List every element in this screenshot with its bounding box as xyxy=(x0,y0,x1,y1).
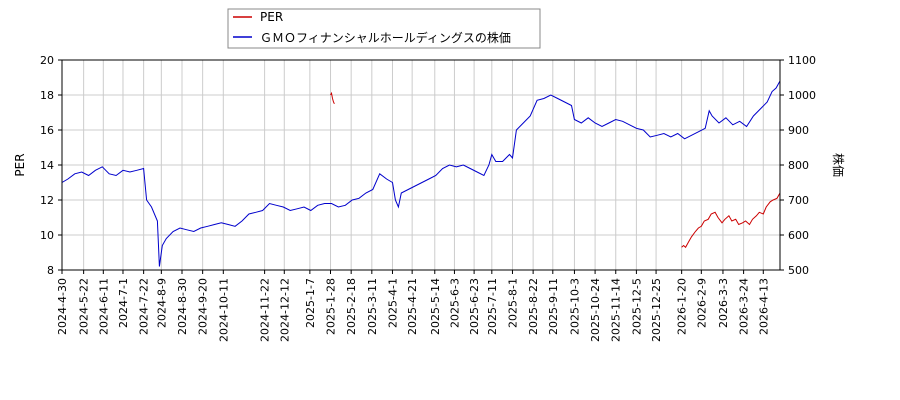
x-tick-label: 2025-1-28 xyxy=(325,278,338,335)
x-tick-label: 2026-1-20 xyxy=(676,278,689,335)
legend-box xyxy=(227,8,541,49)
per-line xyxy=(681,192,781,249)
right-tick-label: 1000 xyxy=(788,89,816,102)
x-tick-label: 2025-4-21 xyxy=(406,278,419,335)
x-tick-label: 2025-12-25 xyxy=(650,278,663,342)
legend: PER ＧＭＯフィナンシャルホールディングスの株価 xyxy=(227,8,541,49)
x-tick-label: 2026-3-3 xyxy=(717,278,730,328)
x-tick-label: 2025-12-5 xyxy=(630,278,643,335)
x-axis-ticks: 2024-4-30 2024-5-22 2024-6-11 2024-7-1 2024-… xyxy=(56,270,770,342)
right-tick-label: 700 xyxy=(788,194,809,207)
left-tick-label: 8 xyxy=(47,264,54,277)
x-tick-label: 2025-4-1 xyxy=(386,278,399,328)
right-axis-label: 株価 xyxy=(831,153,846,177)
right-tick-label: 600 xyxy=(788,229,809,242)
x-tick-label: 2026-2-9 xyxy=(695,278,708,328)
x-tick-label: 2024-8-9 xyxy=(155,278,168,328)
legend-label-price: ＧＭＯフィナンシャルホールディングスの株価 xyxy=(260,30,511,45)
right-tick-label: 900 xyxy=(788,124,809,137)
right-tick-label: 500 xyxy=(788,264,809,277)
x-tick-label: 2026-4-13 xyxy=(757,278,770,335)
x-tick-label: 2024-8-30 xyxy=(176,278,189,335)
x-tick-label: 2025-1-7 xyxy=(304,278,317,328)
x-tick-label: 2025-11-14 xyxy=(610,278,623,342)
x-tick-label: 2024-9-20 xyxy=(197,278,210,335)
x-tick-label: 2026-3-24 xyxy=(738,278,751,335)
x-tick-label: 2024-5-22 xyxy=(78,278,91,335)
x-tick-label: 2025-8-22 xyxy=(527,278,540,335)
legend-label-per: PER xyxy=(260,10,283,24)
grid xyxy=(61,59,780,271)
x-tick-label: 2024-4-30 xyxy=(56,278,69,335)
left-tick-label: 14 xyxy=(40,159,54,172)
x-tick-label: 2024-11-22 xyxy=(259,278,272,342)
x-tick-label: 2024-7-1 xyxy=(117,278,130,328)
x-tick-label: 2024-7-22 xyxy=(138,278,151,335)
x-tick-label: 2025-5-14 xyxy=(429,278,442,335)
x-tick-label: 2024-6-11 xyxy=(97,278,110,335)
x-tick-label: 2024-10-11 xyxy=(217,278,230,342)
left-axis-ticks: 8 10 12 14 16 18 20 xyxy=(40,54,62,277)
right-tick-label: 800 xyxy=(788,159,809,172)
x-tick-label: 2025-9-11 xyxy=(547,278,560,335)
left-tick-label: 10 xyxy=(40,229,54,242)
left-tick-label: 12 xyxy=(40,194,54,207)
price-line xyxy=(61,80,781,267)
x-tick-label: 2025-6-3 xyxy=(448,278,461,328)
left-axis-label: PER xyxy=(13,153,27,176)
x-tick-label: 2025-10-3 xyxy=(568,278,581,335)
x-tick-label: 2025-8-1 xyxy=(506,278,519,328)
left-tick-label: 20 xyxy=(40,54,54,67)
x-tick-label: 2025-6-23 xyxy=(468,278,481,335)
x-tick-label: 2025-3-11 xyxy=(366,278,379,335)
series-layer xyxy=(61,80,781,267)
x-tick-label: 2025-2-18 xyxy=(345,278,358,335)
x-tick-label: 2024-12-12 xyxy=(278,278,291,342)
x-tick-label: 2025-7-11 xyxy=(486,278,499,335)
right-tick-label: 1100 xyxy=(788,54,816,67)
left-tick-label: 18 xyxy=(40,89,54,102)
right-axis-ticks: 500 600 700 800 900 1000 1100 xyxy=(780,54,816,277)
per-line xyxy=(330,91,335,105)
x-tick-label: 2025-10-24 xyxy=(589,278,602,342)
left-tick-label: 16 xyxy=(40,124,54,137)
